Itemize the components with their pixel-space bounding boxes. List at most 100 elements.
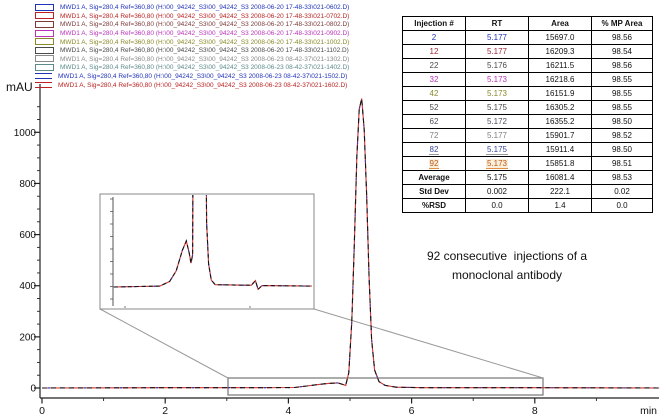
y-tick-label: 400 <box>19 281 36 292</box>
annotation-line-1: 92 consecutive injections of a <box>426 249 588 263</box>
table-row: 92 5.173 15851.8 98.51 <box>402 156 653 171</box>
rt-cell: 5.173 <box>465 86 529 101</box>
injection-cell: 12 <box>402 44 466 59</box>
table-row: 72 5.177 15901.7 98.52 <box>402 128 653 143</box>
injection-cell: 72 <box>402 128 466 143</box>
table-row: 62 5.172 16355.2 98.50 <box>402 114 653 129</box>
trace-color-box-icon <box>35 38 54 46</box>
table-summary-row: Std Dev 0.002 222.1 0.02 <box>402 184 653 199</box>
y-tick-label: 600 <box>19 230 36 241</box>
y-axis-unit-label: mAU <box>6 80 33 94</box>
legend-entry: MWD1 A, Sig=280,4 Ref=360,80 (H:\00_9424… <box>35 3 462 12</box>
zoom-source-box <box>227 377 544 396</box>
table-summary-row: %RSD 0.0 1.4 0.0 <box>402 198 653 213</box>
table-header-cell: Area <box>528 16 592 31</box>
annotation-text: 92 consecutive injections of a monoclona… <box>398 247 616 284</box>
rt-cell: 5.175 <box>465 142 529 157</box>
table-row: 12 5.177 16209.3 98.54 <box>402 44 653 59</box>
table-row: 82 5.175 15911.4 98.50 <box>402 142 653 157</box>
trace-line-icon <box>35 73 52 80</box>
mp-area-cell: 98.54 <box>591 44 653 59</box>
rt-cell: 5.177 <box>465 128 529 143</box>
injection-cell: 62 <box>402 114 466 129</box>
mp-area-cell: 98.51 <box>591 156 653 171</box>
summary-label-cell: Std Dev <box>402 184 466 199</box>
injection-cell: 52 <box>402 100 466 115</box>
area-cell: 16355.2 <box>528 114 592 129</box>
legend-entry-label: MWD1 A, Sig=280,4 Ref=360,80 (H:\00_9424… <box>60 12 350 20</box>
legend-entry-label: MWD1 A, Sig=280,4 Ref=360,80 (H:\00_9424… <box>60 63 350 72</box>
area-cell: 15697.0 <box>528 30 592 45</box>
area-cell: 222.1 <box>528 184 592 199</box>
rt-cell: 0.0 <box>465 198 529 213</box>
legend-entry: MWD1 A, Sig=280,4 Ref=360,80 (H:\00_9424… <box>35 72 462 81</box>
trace-color-box-icon <box>35 46 54 54</box>
trace-color-box-icon <box>35 12 54 20</box>
rt-cell: 5.173 <box>465 156 529 171</box>
mp-area-cell: 98.56 <box>591 30 653 45</box>
results-table: Injection # RT Area% MP Area 2 5.177 15697.0 9… <box>402 16 653 213</box>
zoom-connector-right <box>313 308 544 379</box>
x-tick-label: 8 <box>532 405 538 417</box>
rt-cell: 5.173 <box>465 72 529 87</box>
area-cell: 16211.5 <box>528 58 592 73</box>
rt-cell: 5.177 <box>465 30 529 45</box>
area-cell: 16151.9 <box>528 86 592 101</box>
injection-cell: 92 <box>402 156 466 171</box>
area-cell: 16209.3 <box>528 44 592 59</box>
table-row: 52 5.175 16305.2 98.55 <box>402 100 653 115</box>
injection-cell: 22 <box>402 58 466 73</box>
mp-area-cell: 98.50 <box>591 142 653 157</box>
mp-area-cell: 98.55 <box>591 100 653 115</box>
rt-cell: 5.175 <box>465 100 529 115</box>
table-row: 22 5.176 16211.5 98.56 <box>402 58 653 73</box>
y-tick-label: 800 <box>19 179 36 190</box>
injection-cell: 2 <box>402 30 466 45</box>
rt-cell: 5.176 <box>465 58 529 73</box>
main-trace-black <box>41 98 660 389</box>
zoom-connector-left <box>99 308 229 379</box>
legend-entry: MWD1 A, Sig=280,4 Ref=360,80 (H:\00_9424… <box>35 63 462 72</box>
mp-area-cell: 0.0 <box>591 198 653 213</box>
table-header-cell: Injection # <box>402 16 466 31</box>
mp-area-cell: 98.52 <box>591 128 653 143</box>
legend-entry: MWD1 A, Sig=280,4 Ref=360,80 (H:\00_9424… <box>35 29 462 38</box>
injection-cell: 32 <box>402 72 466 87</box>
area-cell: 16218.6 <box>528 72 592 87</box>
x-tick-label: 4 <box>285 405 291 417</box>
legend-entry-label: MWD1 A, Sig=280,4 Ref=360,80 (H:\00_9424… <box>60 20 350 29</box>
legend-entry: MWD1 A, Sig=280,4 Ref=360,80 (H:\00_9424… <box>35 80 462 89</box>
mp-area-cell: 0.02 <box>591 184 653 199</box>
mp-area-cell: 98.56 <box>591 58 653 73</box>
injection-cell: 82 <box>402 142 466 157</box>
mp-area-cell: 98.55 <box>591 72 653 87</box>
legend-entry: MWD1 A, Sig=280,4 Ref=360,80 (H:\00_9424… <box>35 55 462 64</box>
legend-entry-label: MWD1 A, Sig=280,4 Ref=360,80 (H:\00_9424… <box>60 46 349 54</box>
area-cell: 15901.7 <box>528 128 592 143</box>
y-tick-label: 1000 <box>14 128 37 139</box>
trace-line-icon <box>35 81 52 88</box>
x-axis-unit-label: min <box>640 405 657 417</box>
y-tick-label: 200 <box>19 332 36 343</box>
legend-entry-label: MWD1 A, Sig=280,4 Ref=360,80 (H:\00_9424… <box>60 3 350 11</box>
table-row: 42 5.173 16151.9 98.55 <box>402 86 653 101</box>
x-tick-label: 2 <box>162 405 168 417</box>
trace-color-box-icon <box>35 29 54 37</box>
area-cell: 15851.8 <box>528 156 592 171</box>
legend-entry-label: MWD1 A, Sig=280,4 Ref=360,80 (H:\00_9424… <box>60 55 350 63</box>
mp-area-cell: 98.55 <box>591 86 653 101</box>
legend-entry-label: MWD1 A, Sig=280,4 Ref=360,80 (H:\00_9424… <box>60 38 350 46</box>
summary-label-cell: Average <box>402 170 466 185</box>
area-cell: 16305.2 <box>528 100 592 115</box>
x-tick-label: 6 <box>409 405 415 417</box>
inset-trace-black <box>113 195 312 291</box>
area-cell: 15911.4 <box>528 142 592 157</box>
rt-cell: 5.172 <box>465 114 529 129</box>
legend-entry: MWD1 A, Sig=280,4 Ref=360,80 (H:\00_9424… <box>35 20 462 29</box>
legend-entry: MWD1 A, Sig=280,4 Ref=360,80 (H:\00_9424… <box>35 12 462 21</box>
rt-cell: 0.002 <box>465 184 529 199</box>
area-cell: 16081.4 <box>528 170 592 185</box>
trace-color-box-icon <box>35 20 54 28</box>
table-header-cell: % MP Area <box>591 16 653 31</box>
